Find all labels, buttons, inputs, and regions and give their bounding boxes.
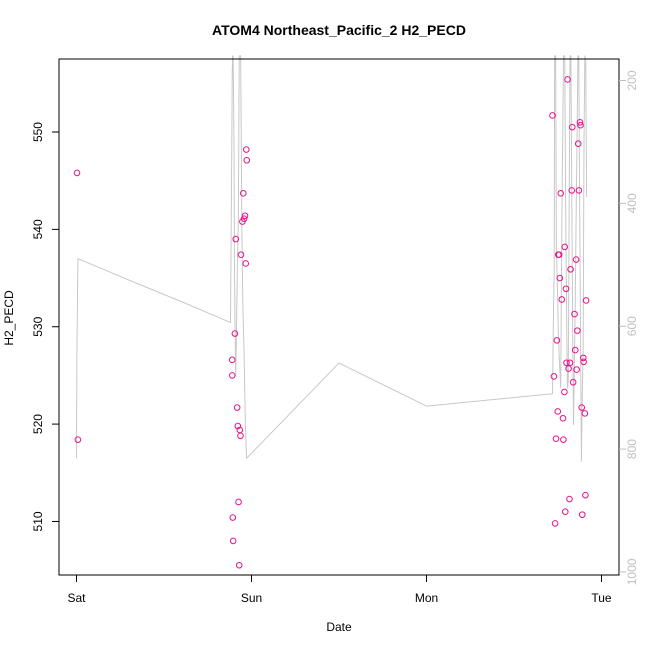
data-point	[240, 215, 248, 222]
scatter-points-layer	[73, 76, 590, 569]
right-y-axis: 200 400 600 800 1000	[619, 70, 639, 585]
data-point	[573, 366, 580, 373]
data-point	[73, 169, 81, 177]
data-point	[561, 243, 569, 251]
data-point	[237, 432, 244, 440]
data-point	[576, 118, 584, 126]
data-point	[571, 310, 578, 318]
data-point	[578, 404, 586, 411]
data-point	[233, 404, 241, 411]
data-point	[580, 354, 587, 362]
data-point	[566, 359, 574, 367]
data-point	[558, 296, 566, 303]
data-point	[243, 156, 251, 164]
y2-tick-label: 1000	[625, 558, 639, 585]
data-point	[582, 491, 589, 499]
data-point	[559, 414, 567, 422]
x-axis-label: Date	[326, 620, 352, 634]
data-point	[235, 561, 243, 569]
y-axis-label: H2_PECD	[2, 290, 16, 346]
data-point	[568, 187, 576, 194]
plot-frame	[58, 58, 620, 576]
data-point	[574, 327, 581, 334]
data-point	[229, 537, 237, 545]
data-point	[557, 190, 565, 197]
data-point	[568, 123, 576, 131]
data-point	[239, 190, 247, 197]
data-point	[564, 76, 571, 83]
chart-title: ATOM4 Northeast_Pacific_2 H2_PECD	[212, 22, 466, 38]
y-tick-label: 510	[31, 511, 45, 531]
data-point	[572, 256, 580, 263]
data-point	[556, 274, 564, 282]
y-axis: 510 520 530 540 550	[31, 122, 59, 531]
data-point	[550, 373, 558, 380]
data-point	[553, 337, 561, 344]
data-point	[242, 260, 250, 267]
data-point	[554, 408, 562, 415]
y-tick-label: 550	[31, 122, 45, 142]
data-point	[581, 410, 589, 417]
data-point	[560, 436, 567, 443]
data-point	[575, 187, 583, 194]
data-point	[232, 235, 240, 243]
data-point	[578, 511, 586, 518]
data-point	[563, 359, 570, 367]
data-point	[567, 265, 574, 273]
data-point	[551, 520, 559, 527]
x-tick-label: Tue	[591, 591, 612, 605]
data-point	[569, 378, 577, 386]
data-point	[571, 346, 579, 354]
y2-tick-label: 600	[625, 316, 639, 336]
x-tick-label: Mon	[415, 591, 438, 605]
data-point	[566, 495, 573, 503]
data-point	[552, 435, 560, 443]
line-series-layer	[76, 55, 588, 462]
data-point	[580, 358, 587, 366]
line-series	[76, 55, 588, 462]
data-point	[574, 140, 582, 147]
data-point	[235, 498, 242, 506]
data-point	[229, 514, 237, 521]
data-point	[549, 112, 556, 119]
data-point	[231, 330, 239, 337]
data-point	[562, 285, 570, 293]
x-axis: Sat Sun Mon Tue	[67, 575, 612, 605]
data-point	[582, 297, 590, 304]
y-tick-label: 540	[31, 219, 45, 239]
y-tick-label: 520	[31, 414, 45, 434]
x-tick-label: Sat	[67, 591, 86, 605]
data-point	[234, 422, 242, 430]
data-point	[242, 146, 250, 153]
data-point	[228, 372, 236, 379]
x-tick-label: Sun	[241, 591, 262, 605]
y2-tick-label: 400	[625, 193, 639, 213]
y2-tick-label: 200	[625, 70, 639, 90]
data-point	[565, 365, 572, 372]
y-tick-label: 530	[31, 316, 45, 336]
data-point	[74, 436, 82, 443]
data-point	[561, 388, 568, 396]
data-point	[577, 121, 584, 129]
data-point	[237, 251, 245, 258]
data-point	[555, 251, 563, 258]
data-point	[241, 212, 249, 220]
y2-tick-label: 800	[625, 439, 639, 459]
data-point	[228, 356, 236, 364]
data-point	[561, 508, 569, 516]
